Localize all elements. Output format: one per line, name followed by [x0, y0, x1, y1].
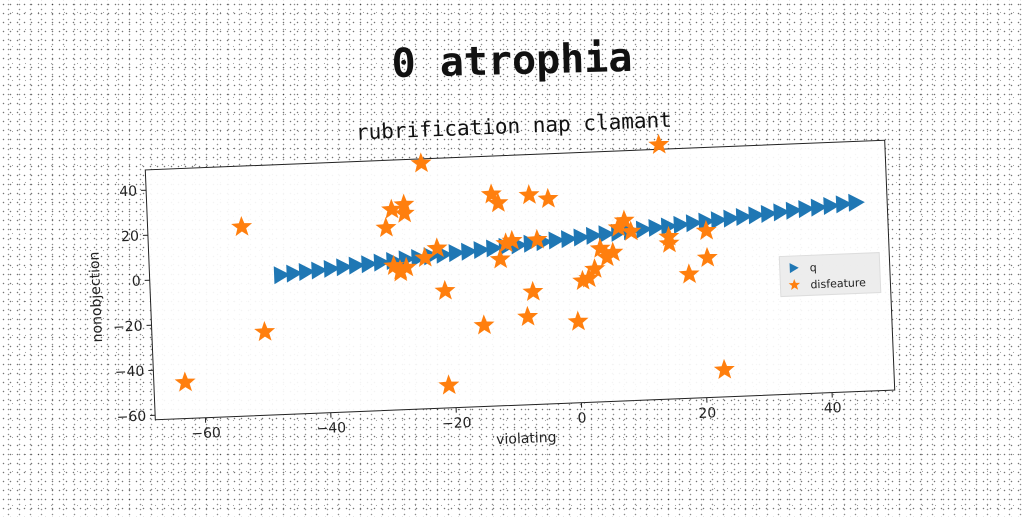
- y-tick-label: −40: [115, 364, 145, 381]
- y-tick-label: −60: [116, 409, 146, 426]
- y-tick-label: −20: [113, 319, 143, 336]
- x-tick-label: 20: [698, 405, 716, 422]
- x-tick-label: 0: [577, 410, 587, 426]
- chart-title: rubrification nap clamant: [355, 108, 672, 145]
- x-axis-label: violating: [496, 430, 557, 448]
- x-tick-label: −20: [442, 415, 472, 432]
- legend-label-q: q: [809, 261, 817, 274]
- x-tick-label: 40: [823, 400, 841, 417]
- y-tick-label: 0: [132, 274, 142, 290]
- legend: q disfeature: [779, 253, 881, 297]
- y-axis-label: nonobjection: [87, 251, 107, 342]
- legend-label-disfeature: disfeature: [810, 276, 866, 291]
- y-tick-label: 40: [119, 184, 137, 201]
- x-tick-label: −40: [316, 420, 346, 437]
- plot-group: rubrification nap clamant −60 −40 −20 0 20 40 −…: [82, 99, 897, 464]
- y-tick-label: 20: [121, 229, 139, 246]
- x-tick-label: −60: [191, 425, 221, 442]
